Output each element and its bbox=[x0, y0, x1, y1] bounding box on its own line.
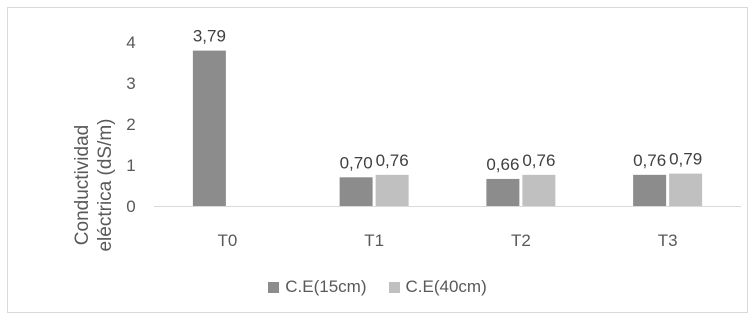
y-tick-label-0: 0 bbox=[126, 197, 135, 216]
legend-label-ce40: C.E(40cm) bbox=[405, 277, 487, 296]
y-axis-title: Conductividad eléctrica (dS/m) bbox=[72, 118, 116, 251]
bar-t2-series-0 bbox=[486, 178, 520, 206]
bar-t2-series-1 bbox=[522, 174, 556, 206]
y-tick-label-3: 3 bbox=[126, 74, 135, 93]
data-label-t2-series-1: 0,76 bbox=[522, 151, 555, 170]
y-axis-title-line1: Conductividad bbox=[72, 125, 93, 245]
y-tick-label-4: 4 bbox=[126, 33, 135, 52]
data-label-t2-series-0: 0,66 bbox=[486, 155, 519, 174]
data-label-t3-series-0: 0,76 bbox=[633, 151, 666, 170]
x-tick-label-t2: T2 bbox=[511, 231, 531, 250]
y-tick-label-2: 2 bbox=[126, 115, 135, 134]
data-label-t1-series-1: 0,76 bbox=[376, 151, 409, 170]
y-axis-title-line2: eléctrica (dS/m) bbox=[95, 118, 116, 251]
x-tick-label-t0: T0 bbox=[217, 231, 237, 250]
bar-t1-series-0 bbox=[339, 177, 373, 206]
data-label-t3-series-1: 0,79 bbox=[669, 150, 702, 169]
data-label-t0-series-0: 3,79 bbox=[193, 27, 226, 46]
x-tick-label-t1: T1 bbox=[364, 231, 384, 250]
bar-t3-series-1 bbox=[669, 173, 703, 206]
data-label-t1-series-0: 0,70 bbox=[340, 153, 373, 172]
legend-swatch-ce15 bbox=[268, 281, 280, 293]
bar-t3-series-0 bbox=[633, 174, 667, 206]
legend-label-ce15: C.E(15cm) bbox=[285, 277, 367, 296]
bar-t0-series-0 bbox=[192, 50, 226, 206]
bar-t1-series-1 bbox=[375, 174, 409, 206]
y-tick-label-1: 1 bbox=[126, 156, 135, 175]
legend-swatch-ce40 bbox=[388, 281, 400, 293]
legend: C.E(15cm) C.E(40cm) bbox=[0, 277, 755, 297]
x-tick-label-t3: T3 bbox=[658, 231, 678, 250]
legend-item-ce15: C.E(15cm) bbox=[268, 277, 367, 297]
legend-item-ce40: C.E(40cm) bbox=[388, 277, 487, 297]
chart-frame bbox=[7, 7, 748, 313]
